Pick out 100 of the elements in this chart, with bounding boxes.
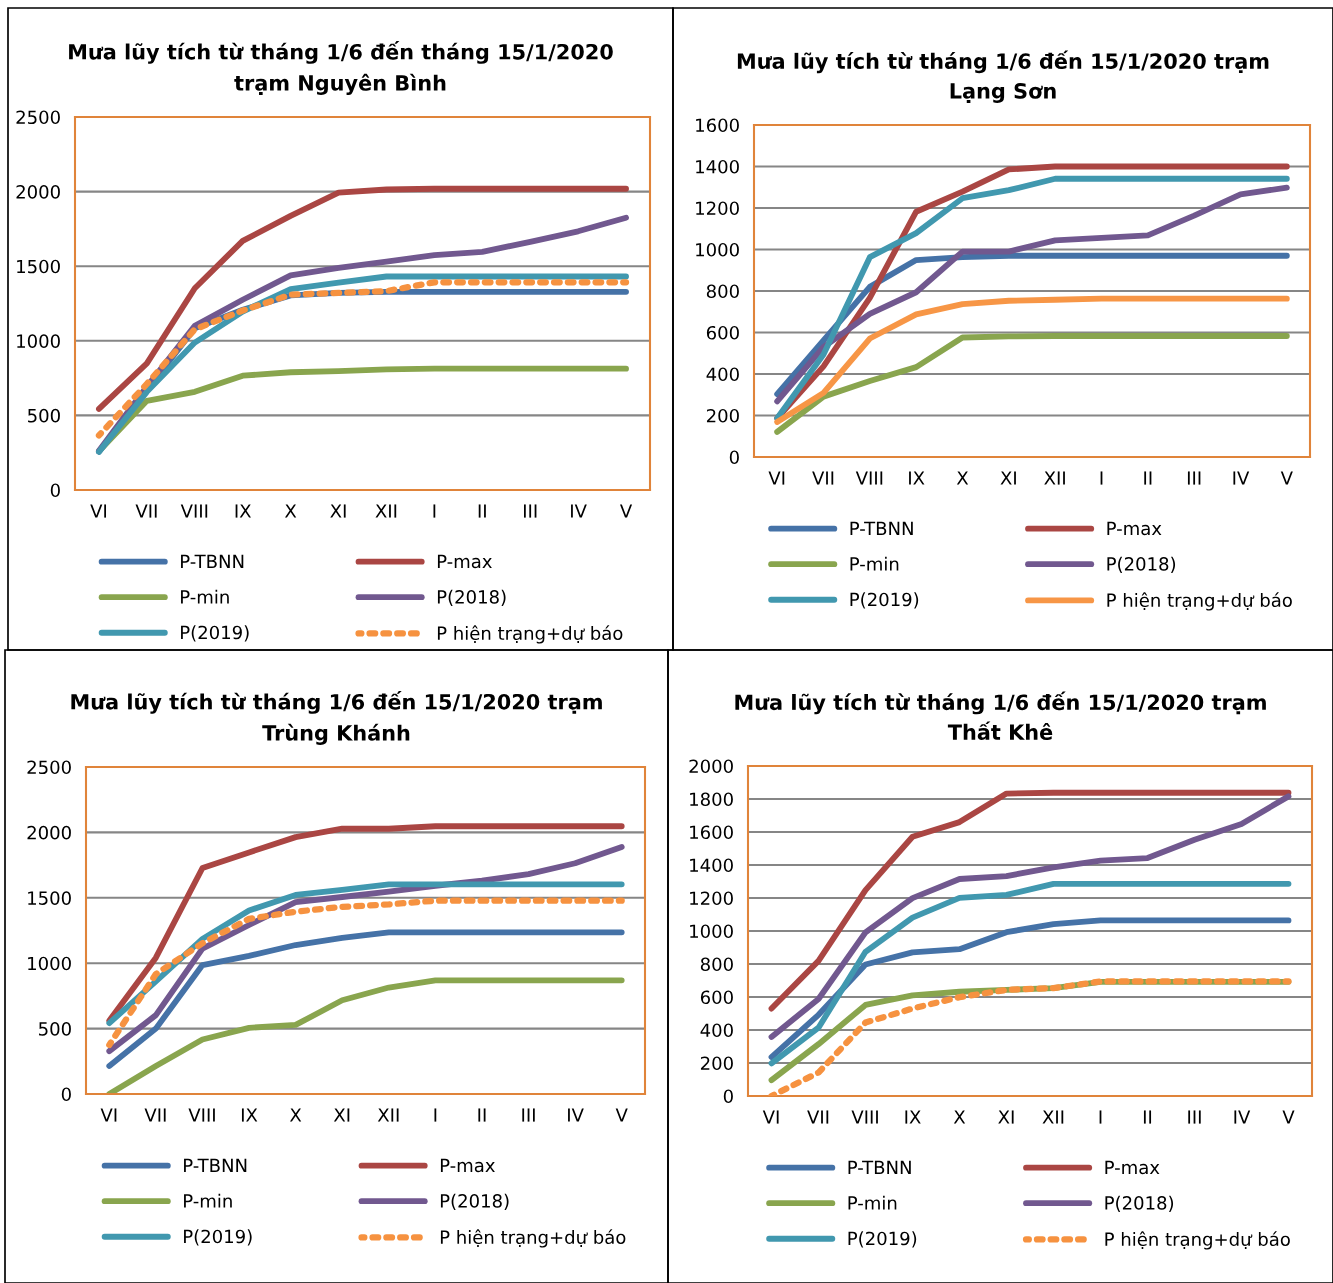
legend-label: P-TBNN — [181, 554, 244, 568]
x-tick-label: III — [522, 1108, 535, 1122]
y-tick-label: 1000 — [696, 242, 739, 257]
y-tick-label: 200 — [706, 408, 739, 423]
legend-label: P-TBNN — [184, 1158, 247, 1172]
x-tick-label: III — [1188, 1110, 1201, 1124]
legend-label: P-min — [850, 556, 899, 571]
y-tick-label: 1600 — [690, 825, 733, 840]
x-tick-label: IV — [571, 504, 587, 518]
x-tick-label: XII — [375, 504, 397, 518]
x-tick-label: VII — [144, 1108, 166, 1122]
x-tick-label: III — [1187, 471, 1201, 485]
x-tick-label: V — [1282, 1110, 1295, 1124]
y-tick-label: 2000 — [27, 825, 71, 840]
x-tick-label: V — [1280, 471, 1293, 485]
x-tick-label: XII — [1044, 471, 1065, 485]
legend-label: P hiện trạng+dự báo — [437, 625, 623, 644]
x-tick-label: III — [523, 504, 537, 518]
x-tick-label: IX — [905, 1110, 921, 1124]
x-tick-label: VIII — [855, 471, 883, 485]
y-tick-label: 1600 — [696, 118, 739, 133]
x-tick-label: XII — [1042, 1110, 1064, 1124]
x-tick-label: I — [434, 1108, 437, 1122]
x-tick-label: XI — [333, 1108, 350, 1122]
legend-label: P(2018) — [1107, 556, 1176, 573]
chart-title: Mưa lũy tích từ tháng 1/6 đến 15/1/2020 trạm Thất Khê — [735, 691, 1266, 740]
y-tick-label: 1500 — [17, 259, 60, 274]
x-tick-label: X — [284, 504, 297, 518]
y-tick-label: 1800 — [690, 792, 733, 807]
legend-label: P-min — [181, 589, 229, 604]
x-tick-label: X — [953, 1110, 966, 1124]
legend-label: P-max — [1107, 521, 1162, 536]
y-tick-label: 1200 — [690, 891, 733, 906]
x-tick-label: VI — [90, 504, 107, 518]
x-tick-label: II — [478, 504, 486, 518]
x-tick-label: VI — [100, 1108, 117, 1122]
y-tick-label: 500 — [39, 1022, 71, 1036]
legend-label: P(2019) — [848, 1231, 917, 1248]
legend-label: P-max — [1105, 1160, 1160, 1175]
y-tick-label: 2500 — [16, 110, 60, 125]
x-tick-label: X — [289, 1108, 302, 1122]
legend-label: P(2019) — [184, 1229, 252, 1246]
y-tick-label: 2000 — [16, 185, 60, 199]
y-tick-label: 500 — [28, 408, 60, 423]
y-tick-label: 1200 — [696, 201, 739, 216]
x-tick-label: IX — [235, 504, 251, 518]
x-tick-label: XII — [377, 1108, 399, 1122]
y-tick-label: 1400 — [690, 858, 733, 873]
x-tick-label: IV — [1234, 1110, 1251, 1124]
legend-label: P-TBNN — [848, 1160, 911, 1174]
legend-label: P-TBNN — [850, 521, 913, 535]
x-tick-label: II — [478, 1108, 486, 1122]
y-tick-label: 200 — [700, 1056, 733, 1071]
y-tick-label: 1500 — [28, 891, 71, 905]
legend-label: P hiện trạng+dự báo — [1105, 1231, 1290, 1250]
x-tick-label: I — [433, 504, 436, 518]
y-tick-label: 400 — [706, 367, 739, 382]
x-tick-label: IV — [1233, 471, 1250, 485]
x-tick-label: VII — [812, 471, 834, 485]
legend-label: P hiện trạng+dự báo — [1107, 592, 1292, 611]
y-tick-label: 0 — [729, 450, 739, 465]
x-tick-label: II — [1143, 1110, 1152, 1124]
x-tick-label: VII — [135, 504, 157, 518]
chart-title: Mưa lũy tích từ tháng 1/6 đến 15/1/2020 trạm Trùng Khánh — [71, 691, 602, 745]
x-tick-label: IX — [909, 471, 925, 485]
x-tick-label: V — [620, 504, 633, 518]
y-tick-label: 600 — [706, 325, 739, 340]
legend-label: P(2018) — [440, 1193, 509, 1210]
y-tick-label: 2000 — [689, 759, 733, 774]
chart-title: Mưa lũy tích từ tháng 1/6 đến 15/1/2020 trạm Lạng Sơn — [737, 50, 1269, 103]
y-tick-label: 800 — [700, 957, 733, 972]
x-tick-label: X — [956, 471, 969, 485]
y-tick-label: 800 — [706, 284, 739, 299]
y-tick-label: 1000 — [17, 334, 60, 348]
x-tick-label: VII — [807, 1110, 829, 1124]
y-tick-label: 600 — [700, 990, 733, 1005]
y-tick-label: 1400 — [696, 159, 739, 174]
legend-label: P(2019) — [181, 625, 249, 642]
legend-label: P-min — [184, 1193, 232, 1208]
chart-title: Mưa lũy tích từ tháng 1/6 đến tháng 15/1/2020 trạm Nguyên Bình — [69, 41, 613, 95]
y-tick-label: 400 — [700, 1023, 733, 1038]
x-tick-label: VI — [768, 471, 785, 485]
x-tick-label: XI — [1000, 471, 1016, 485]
y-tick-label: 0 — [723, 1089, 733, 1104]
x-tick-label: VIII — [180, 504, 208, 518]
x-tick-label: XI — [998, 1110, 1014, 1124]
x-tick-label: VIII — [188, 1108, 215, 1122]
y-tick-label: 0 — [61, 1087, 71, 1102]
y-tick-label: 2500 — [27, 760, 71, 775]
y-tick-label: 1000 — [690, 924, 733, 939]
x-tick-label: IV — [568, 1108, 584, 1122]
legend-label: P-max — [440, 1158, 495, 1173]
legend-label: P-max — [437, 554, 492, 569]
x-tick-label: I — [1100, 471, 1103, 485]
x-tick-label: IX — [241, 1108, 258, 1122]
x-tick-label: II — [1144, 471, 1152, 485]
legend-label: P-min — [848, 1195, 897, 1210]
legend-label: P(2018) — [437, 589, 506, 606]
x-tick-label: VIII — [851, 1110, 878, 1124]
x-tick-label: VI — [762, 1110, 779, 1124]
